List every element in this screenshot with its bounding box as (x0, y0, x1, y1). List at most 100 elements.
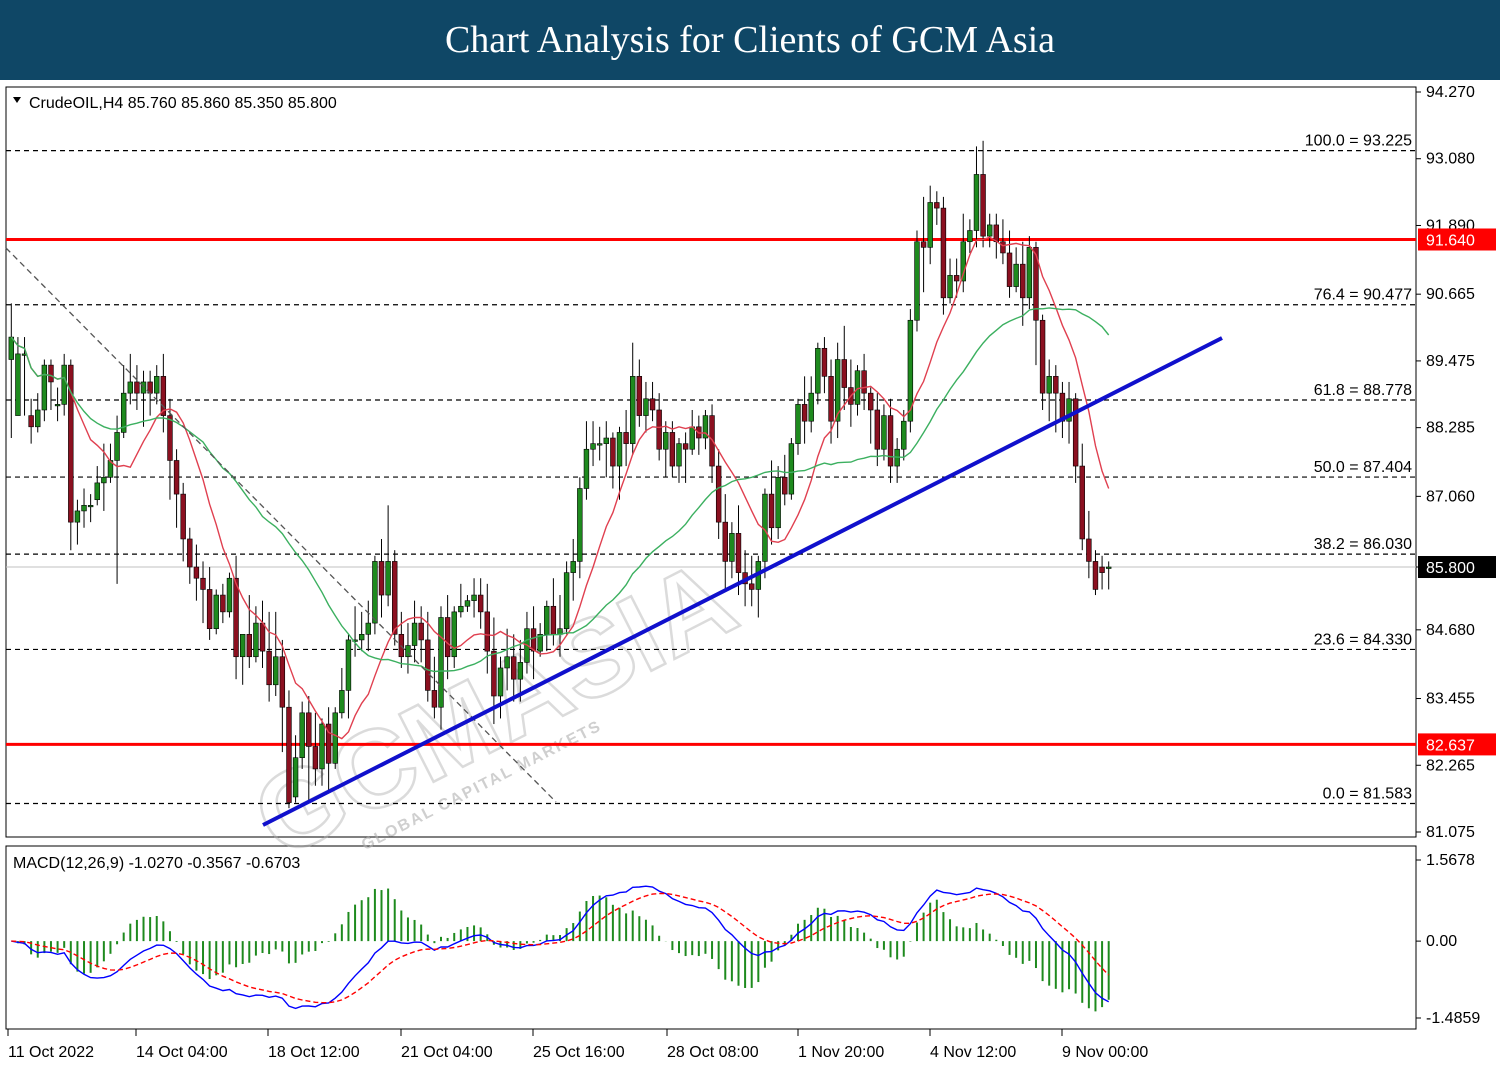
candle-body (1026, 247, 1033, 299)
support-resistance-layer (6, 237, 1416, 746)
candle-body (729, 533, 735, 562)
candle-body (187, 538, 193, 568)
price-tick-label: 93.080 (1426, 151, 1475, 168)
candle-body (273, 656, 279, 686)
candle-body (656, 409, 662, 450)
moving-averages-layer (10, 236, 1110, 740)
time-tick-label: 1 Nov 20:00 (798, 1044, 884, 1061)
candle-body (74, 510, 81, 523)
candle-body (722, 521, 728, 562)
candle-body (768, 493, 775, 529)
candle-body (973, 174, 980, 231)
price-tick-label: 88.285 (1426, 420, 1475, 437)
uptrend-line (262, 336, 1223, 827)
candle-body (444, 617, 451, 658)
candle-body (220, 594, 226, 613)
candle-body (1039, 319, 1046, 394)
time-tick-label: 21 Oct 04:00 (401, 1044, 493, 1061)
price-tick-label: 87.060 (1426, 488, 1475, 505)
candle-body (345, 639, 352, 691)
candle-body (253, 622, 259, 658)
candle-body (154, 376, 160, 394)
candle-body (114, 432, 120, 461)
time-tick-label: 14 Oct 04:00 (136, 1044, 228, 1061)
candle-body (874, 409, 881, 450)
candle-body (438, 617, 444, 708)
candle-body (332, 712, 338, 764)
candle-body (927, 202, 933, 248)
candle-body (934, 202, 940, 209)
downtrend-dashed-line (5, 247, 557, 803)
candle-body (1066, 398, 1072, 422)
candle-body (735, 533, 742, 573)
macd-tick-label: 1.5678 (1426, 852, 1475, 869)
candle-body (530, 628, 537, 652)
candle-body (41, 364, 48, 411)
candle-body (887, 415, 894, 467)
candle-body (828, 376, 834, 422)
candle-body (484, 611, 490, 652)
candle-body (193, 566, 200, 579)
candle-body (596, 443, 603, 446)
candle-body (127, 381, 133, 394)
candle-body (1046, 376, 1052, 394)
candle-body (603, 437, 609, 444)
candle-body (854, 370, 861, 405)
dropdown-triangle-icon[interactable] (13, 97, 21, 103)
candle-body (881, 415, 887, 450)
sr-price-tag-label: 82.637 (1426, 737, 1475, 754)
candle-body (61, 364, 67, 405)
candle-body (577, 488, 583, 562)
candle-body (663, 432, 669, 450)
candle-body (405, 645, 411, 658)
candle-body (682, 443, 689, 450)
candle-body (643, 398, 649, 416)
candle-body (801, 404, 808, 422)
macd-axis: 1.5678 0.00 -1.4859 (1416, 852, 1480, 1027)
candle-body (815, 347, 821, 394)
header-bar: Chart Analysis for Clients of GCM Asia (0, 0, 1500, 80)
candle-body (378, 561, 385, 596)
candle-body (120, 392, 127, 433)
candle-body (458, 605, 464, 613)
candle-body (550, 605, 557, 635)
candle-body (782, 476, 788, 495)
candle-body (365, 622, 371, 635)
price-tick-label: 83.455 (1426, 691, 1475, 708)
candle-body (947, 275, 953, 299)
time-tick-label: 25 Oct 16:00 (533, 1044, 625, 1061)
symbol-header: CrudeOIL,H4 85.760 85.860 85.350 85.800 (29, 95, 337, 112)
candles-layer (8, 140, 1112, 809)
candle-body (180, 493, 186, 540)
candle-body (358, 634, 365, 641)
candle-body (200, 577, 206, 590)
time-axis: 11 Oct 2022 14 Oct 04:00 18 Oct 12:00 21 Oc… (7, 1029, 1148, 1061)
candle-body (266, 650, 272, 686)
time-tick-label: 28 Oct 08:00 (667, 1044, 759, 1061)
price-tick-label: 89.475 (1426, 353, 1475, 370)
candle-body (8, 336, 15, 360)
candle-body (563, 572, 570, 630)
candle-body (286, 706, 292, 803)
candle-body (1033, 247, 1039, 321)
fib-label: 50.0 = 87.404 (1314, 459, 1412, 476)
candle-body (1072, 398, 1079, 467)
candle-body (101, 476, 107, 484)
page-title: Chart Analysis for Clients of GCM Asia (444, 19, 1056, 61)
candle-body (987, 224, 993, 237)
price-tick-label: 90.665 (1426, 286, 1475, 303)
candle-body (967, 230, 973, 243)
candle-body (15, 353, 21, 416)
candle-body (94, 482, 100, 501)
macd-tick-label: 0.00 (1426, 933, 1457, 950)
candle-body (808, 392, 814, 422)
candle-body (299, 712, 305, 758)
candle-body (279, 656, 286, 708)
candle-body (901, 420, 907, 450)
candle-body (841, 359, 847, 388)
candle-body (392, 561, 398, 635)
candle-body (583, 448, 590, 489)
ma-slow-line (10, 307, 1110, 673)
time-tick-label: 9 Nov 00:00 (1062, 1044, 1148, 1061)
candle-body (1086, 538, 1092, 562)
